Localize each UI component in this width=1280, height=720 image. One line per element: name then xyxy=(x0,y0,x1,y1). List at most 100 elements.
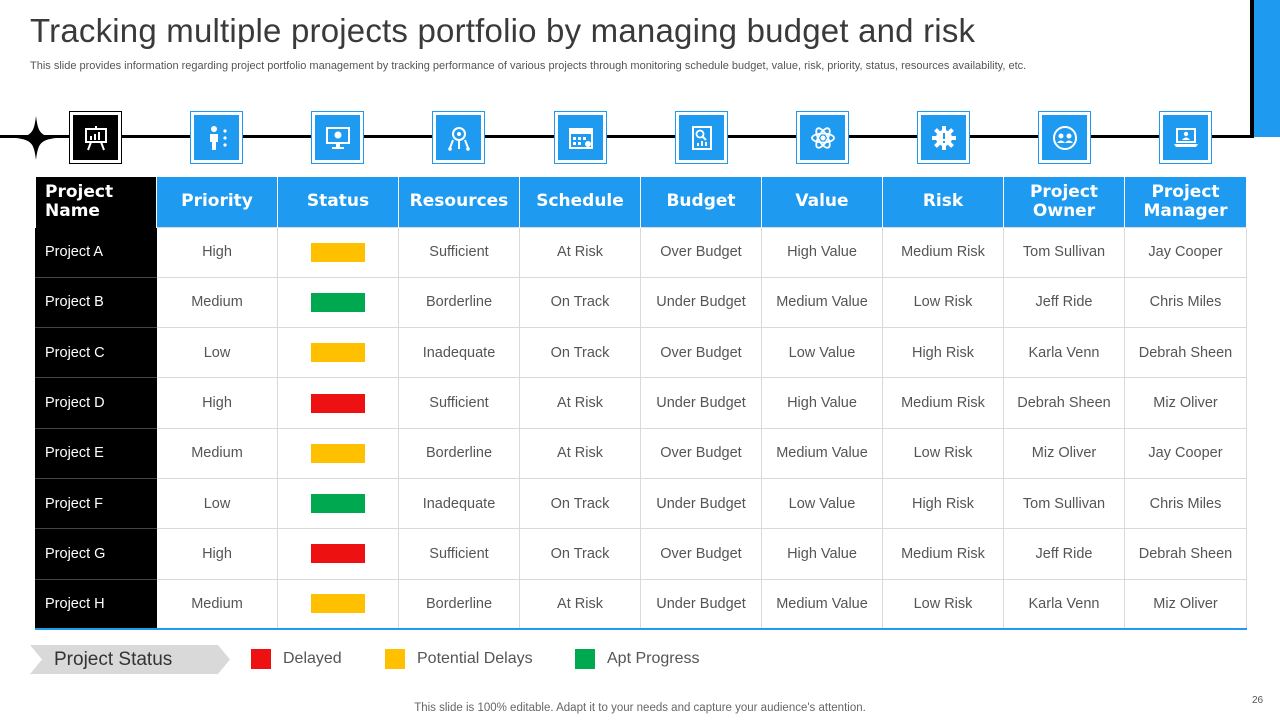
value-cell: High Value xyxy=(761,226,883,278)
budget-cell: Over Budget xyxy=(640,427,762,479)
risk-cell: High Risk xyxy=(882,477,1004,530)
owner-cell: Karla Venn xyxy=(1003,327,1125,379)
manager-cell: Miz Oliver xyxy=(1124,578,1247,630)
header-status: Status xyxy=(277,177,399,227)
risk-cell: Low Risk xyxy=(882,578,1004,630)
legend-swatch-apt-progress xyxy=(575,649,595,669)
owner-users-icon xyxy=(1038,111,1091,164)
project-name-cell: Project D xyxy=(35,377,157,429)
value-cell: High Value xyxy=(761,377,883,429)
legend-item-potential-delays: Potential Delays xyxy=(385,649,533,669)
budget-cell: Under Budget xyxy=(640,578,762,630)
priority-cell: Medium xyxy=(156,427,278,479)
status-cell xyxy=(277,327,399,379)
resources-cell: Sufficient xyxy=(398,377,520,429)
manager-cell: Miz Oliver xyxy=(1124,377,1247,429)
owner-cell: Jeff Ride xyxy=(1003,528,1125,580)
slide-subtitle: This slide provides information regardin… xyxy=(30,60,1027,72)
priority-cell: Low xyxy=(156,327,278,379)
value-cell: Medium Value xyxy=(761,427,883,479)
owner-cell: Jeff Ride xyxy=(1003,276,1125,329)
value-cell: Low Value xyxy=(761,327,883,379)
schedule-cell: On Track xyxy=(519,327,641,379)
timeline-line xyxy=(0,135,1254,138)
legend-swatch-potential-delays xyxy=(385,649,405,669)
gear-risk-icon xyxy=(917,111,970,164)
table-row: Project H Medium Borderline At Risk Under Bu… xyxy=(35,578,1247,630)
risk-cell: High Risk xyxy=(882,327,1004,379)
presentation-board-icon xyxy=(69,111,122,164)
priority-cell: Medium xyxy=(156,276,278,329)
risk-cell: Medium Risk xyxy=(882,226,1004,278)
header-project-manager: Project Manager xyxy=(1124,177,1247,227)
resources-cell: Sufficient xyxy=(398,226,520,278)
project-name-cell: Project G xyxy=(35,528,157,580)
table-header-row: Project Name Priority Status Resources S… xyxy=(35,177,1247,227)
schedule-cell: At Risk xyxy=(519,226,641,278)
priority-cell: High xyxy=(156,377,278,429)
owner-cell: Debrah Sheen xyxy=(1003,377,1125,429)
value-cell: High Value xyxy=(761,528,883,580)
budget-cell: Over Budget xyxy=(640,226,762,278)
owner-cell: Miz Oliver xyxy=(1003,427,1125,479)
resources-cell: Borderline xyxy=(398,427,520,479)
risk-cell: Low Risk xyxy=(882,276,1004,329)
manager-cell: Debrah Sheen xyxy=(1124,528,1247,580)
atom-value-icon xyxy=(796,111,849,164)
manager-cell: Debrah Sheen xyxy=(1124,327,1247,379)
header-budget: Budget xyxy=(640,177,762,227)
risk-cell: Low Risk xyxy=(882,427,1004,479)
header-risk: Risk xyxy=(882,177,1004,227)
table-row: Project D High Sufficient At Risk Under Budg… xyxy=(35,377,1247,429)
status-swatch xyxy=(311,292,365,312)
resources-cell: Borderline xyxy=(398,578,520,630)
project-name-cell: Project H xyxy=(35,578,157,630)
monitor-icon xyxy=(311,111,364,164)
priority-cell: High xyxy=(156,528,278,580)
budget-cell: Over Budget xyxy=(640,327,762,379)
legend-item-delayed: Delayed xyxy=(251,649,342,669)
manager-cell: Chris Miles xyxy=(1124,276,1247,329)
header-resources: Resources xyxy=(398,177,520,227)
manager-cell: Chris Miles xyxy=(1124,477,1247,530)
schedule-cell: On Track xyxy=(519,528,641,580)
manager-cell: Jay Cooper xyxy=(1124,427,1247,479)
four-point-star-icon xyxy=(16,116,56,160)
status-cell xyxy=(277,276,399,329)
owner-cell: Karla Venn xyxy=(1003,578,1125,630)
legend-text: Apt Progress xyxy=(607,650,700,667)
legend-text: Delayed xyxy=(283,650,342,667)
manager-laptop-icon xyxy=(1159,111,1212,164)
header-project-owner: Project Owner xyxy=(1003,177,1125,227)
status-swatch xyxy=(311,443,365,463)
schedule-cell: On Track xyxy=(519,477,641,530)
status-cell xyxy=(277,528,399,580)
project-name-cell: Project A xyxy=(35,226,157,278)
priority-cell: High xyxy=(156,226,278,278)
slide-title: Tracking multiple projects portfolio by … xyxy=(30,12,976,49)
resources-cell: Inadequate xyxy=(398,327,520,379)
table-row: Project C Low Inadequate On Track Over Budge… xyxy=(35,327,1247,379)
status-swatch xyxy=(311,343,365,363)
risk-cell: Medium Risk xyxy=(882,377,1004,429)
table-row: Project B Medium Borderline On Track Under B… xyxy=(35,276,1247,329)
resources-cell: Inadequate xyxy=(398,477,520,530)
status-swatch xyxy=(311,393,365,413)
priority-cell: Low xyxy=(156,477,278,530)
risk-cell: Medium Risk xyxy=(882,528,1004,580)
table-row: Project G High Sufficient On Track Over Budg… xyxy=(35,528,1247,580)
status-cell xyxy=(277,226,399,278)
network-hub-icon xyxy=(432,111,485,164)
projects-table: Project Name Priority Status Resources S… xyxy=(35,177,1247,631)
project-name-cell: Project F xyxy=(35,477,157,530)
budget-cell: Under Budget xyxy=(640,276,762,329)
calendar-icon xyxy=(554,111,607,164)
budget-cell: Under Budget xyxy=(640,477,762,530)
owner-cell: Tom Sullivan xyxy=(1003,226,1125,278)
header-value: Value xyxy=(761,177,883,227)
legend-label: Project Status xyxy=(54,649,173,670)
priority-cell: Medium xyxy=(156,578,278,630)
status-cell xyxy=(277,377,399,429)
team-flow-icon xyxy=(190,111,243,164)
manager-cell: Jay Cooper xyxy=(1124,226,1247,278)
